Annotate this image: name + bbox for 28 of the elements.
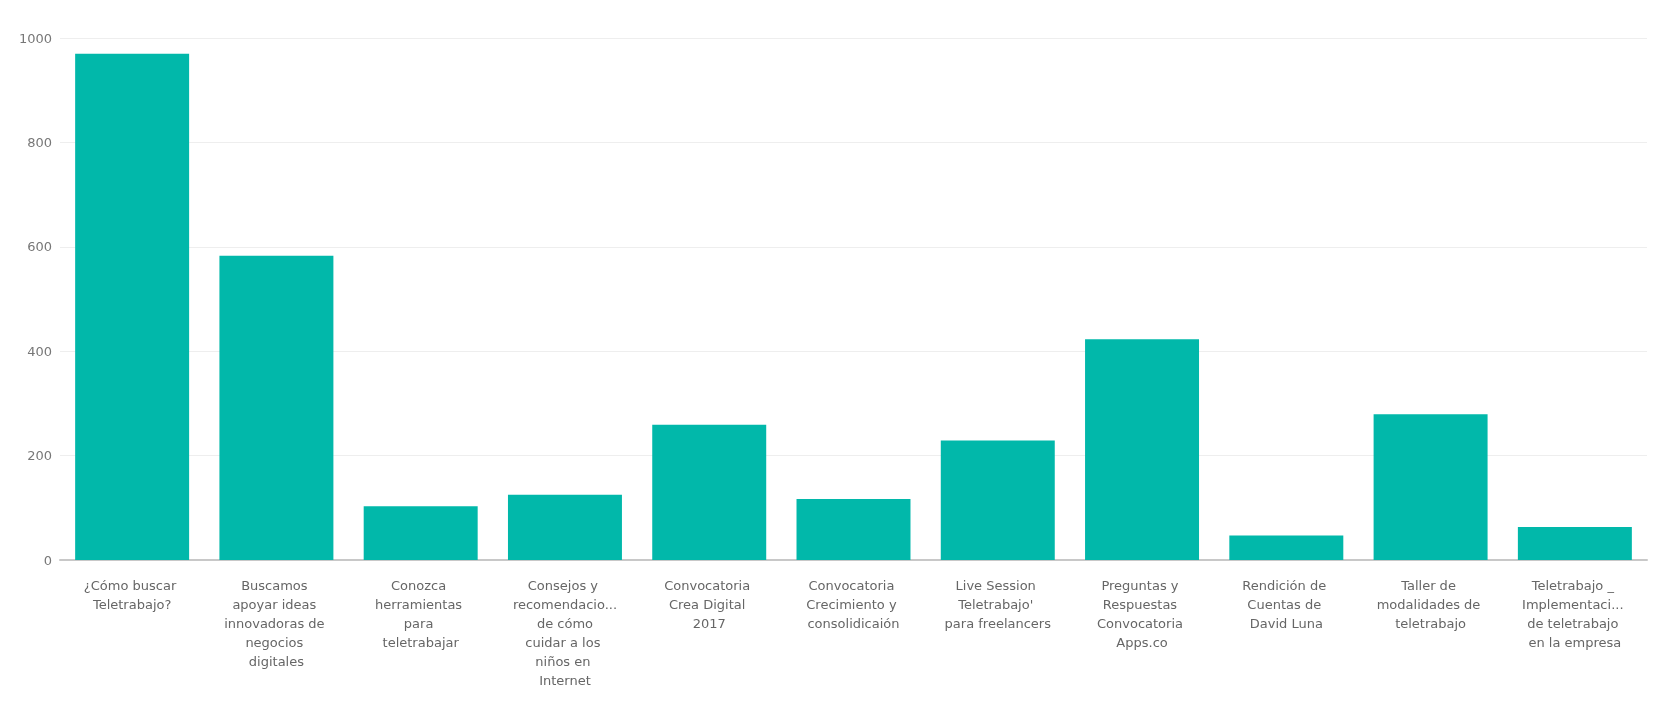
x-tick-label: Convocatoria Crecimiento y consolidicaión: [806, 578, 901, 631]
x-tick-label: Consejos y recomendacio... de cómo cuidar a los niños en Internet: [512, 578, 618, 688]
y-tick-label: 400: [27, 343, 52, 359]
bar: [507, 494, 622, 560]
x-tick-label: Conozca herramientas para teletrabajar: [375, 578, 467, 650]
bar: [1373, 414, 1488, 560]
x-tick-label: Buscamos apoyar ideas innovadoras de negocios digitales: [224, 578, 329, 669]
y-tick-label: 600: [27, 239, 52, 255]
x-tick-label: Preguntas y Respuestas Convocatoria Apps.co: [1096, 578, 1188, 650]
x-tick-label: Rendición de Cuentas de David Luna: [1242, 578, 1331, 631]
bar: [940, 440, 1055, 560]
x-tick-label: Teletrabajo _ Implementaci... de teletrabajo en la empresa: [1522, 578, 1628, 650]
x-tick-label: ¿Cómo buscar Teletrabajo?: [83, 578, 181, 612]
bar: [1085, 339, 1200, 560]
y-tick-label: 800: [27, 134, 52, 150]
x-tick-label: Taller de modalidades de teletrabajo: [1376, 578, 1485, 631]
bar: [796, 498, 911, 560]
bar: [219, 255, 334, 560]
bar: [1229, 535, 1344, 560]
bar: [652, 424, 767, 560]
y-tick-label: 0: [43, 552, 52, 568]
bar: [1517, 527, 1632, 560]
bar: [75, 53, 190, 560]
x-tick-label: Convocatoria Crea Digital 2017: [664, 578, 755, 631]
y-tick-label: 1000: [18, 30, 52, 46]
y-tick-label: 200: [27, 448, 52, 464]
x-tick-label: Live Session Teletrabajo' para freelancers: [944, 578, 1052, 631]
bar: [363, 506, 478, 560]
